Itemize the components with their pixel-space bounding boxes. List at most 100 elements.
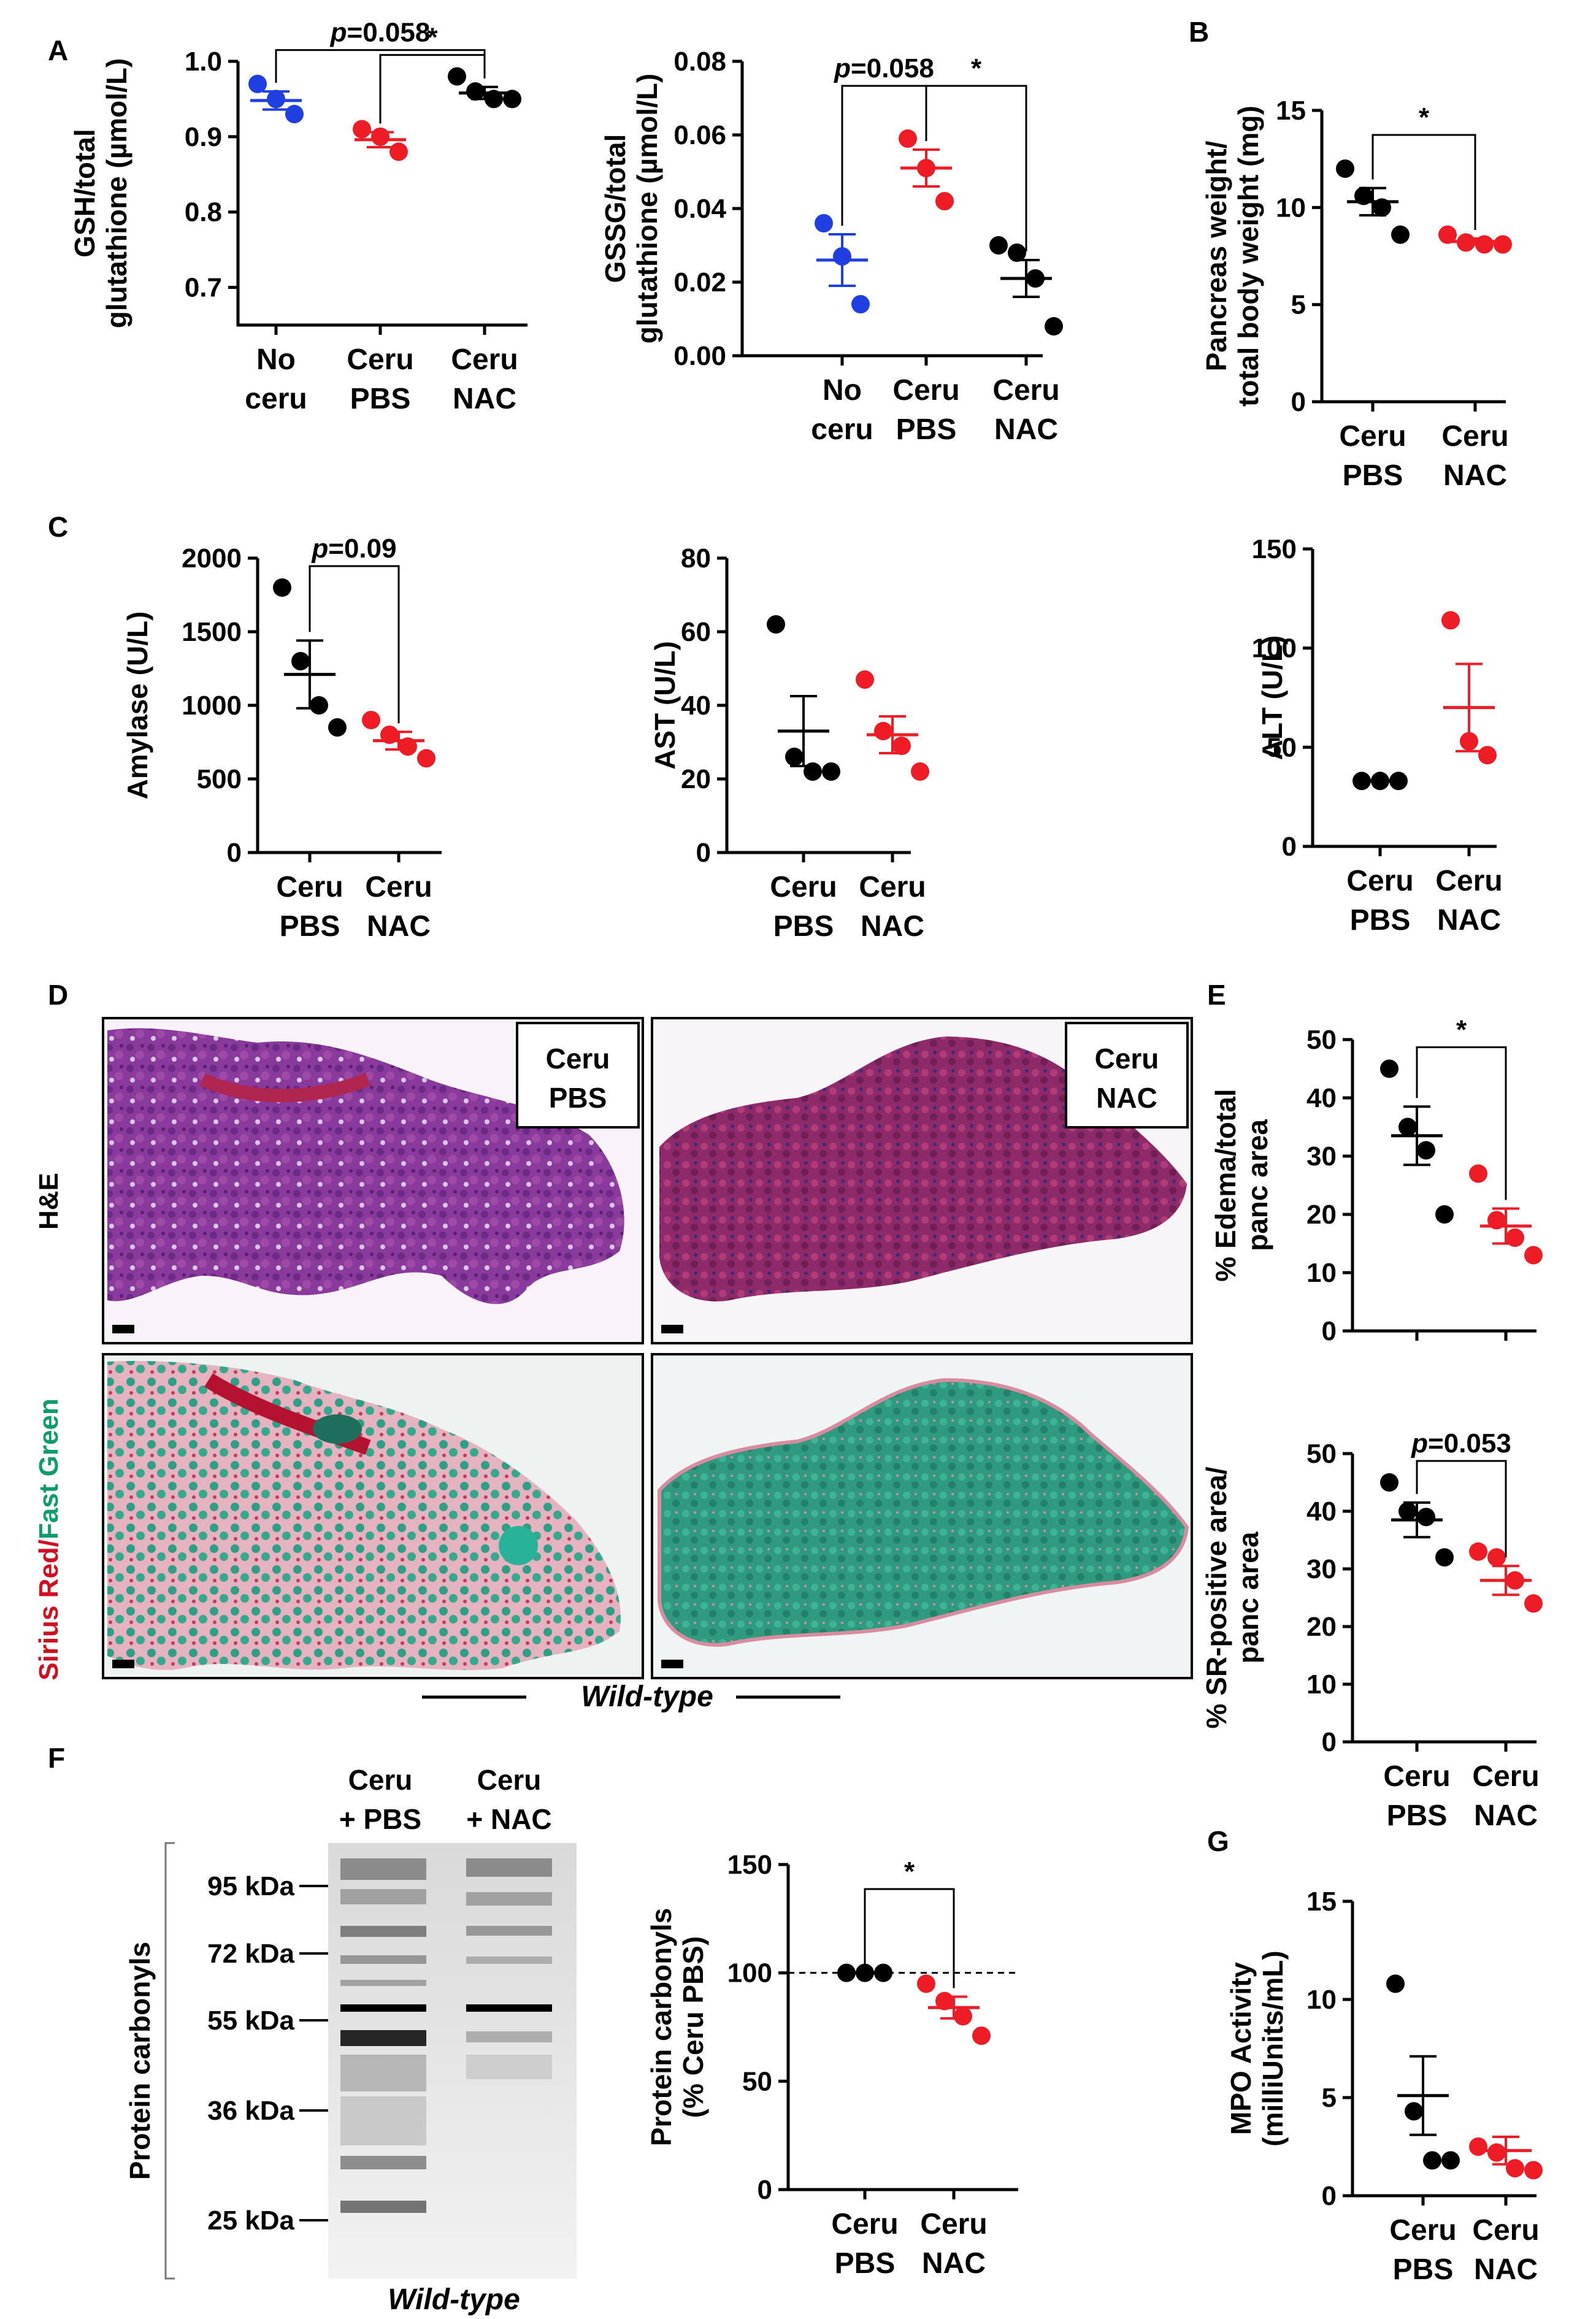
- y-tick-label: 0: [1322, 1727, 1337, 1757]
- row-label-sirius: Sirius Red/Fast Green: [34, 1398, 64, 1681]
- y-axis-label: % Edema/total: [1210, 1089, 1241, 1281]
- he-pbs-tag-line2: PBS: [549, 1082, 607, 1114]
- significance-bracket: [1416, 1046, 1507, 1200]
- y-tick-label: 30: [1306, 1554, 1337, 1584]
- y-tick-label: 20: [1306, 1612, 1337, 1642]
- blot-band: [466, 1892, 552, 1906]
- he-pbs-scalebar: [112, 1325, 134, 1333]
- significance-label-value: =0.058: [347, 18, 431, 48]
- sr-pbs-scalebar: [112, 1660, 134, 1668]
- x-tick-label: PBS: [1393, 2253, 1454, 2286]
- sr-pbs-tissue: [107, 1361, 621, 1670]
- significance-bracket: [1416, 1460, 1507, 1558]
- y-tick-label: 0.02: [673, 267, 726, 297]
- y-tick-label: 80: [681, 543, 711, 573]
- data-point: [1469, 2137, 1487, 2156]
- data-point: [1398, 1117, 1417, 1137]
- significance-label-value: =0.09: [328, 534, 396, 564]
- x-tick-label: NAC: [861, 910, 924, 943]
- blot-lane-pbs-line2: + PBS: [339, 1803, 421, 1835]
- data-point: [1469, 1542, 1487, 1561]
- significance-label-p: p: [834, 53, 851, 83]
- y-axis-label: glutathione (µmol/L): [631, 74, 663, 343]
- data-point: [1506, 2159, 1524, 2178]
- blot-band-60kda: [340, 2030, 426, 2046]
- y-tick-label: 0: [227, 838, 242, 868]
- row-label-fast-green: Fast Green: [34, 1398, 64, 1539]
- blot-band-72kda: [340, 2004, 426, 2012]
- data-point: [1435, 1205, 1454, 1224]
- y-tick-label: 10: [1276, 193, 1306, 223]
- significance-bracket: [841, 85, 927, 226]
- y-axis-label: glutathione (µmol/L): [101, 58, 132, 328]
- histology-caption: Wild-type: [581, 1681, 713, 1713]
- blot-band: [466, 1926, 552, 1936]
- data-point: [1008, 243, 1026, 262]
- x-tick-label: NAC: [1437, 904, 1501, 937]
- blot-band-40kda: [340, 2156, 426, 2169]
- y-tick-label: 40: [1306, 1497, 1337, 1527]
- chart-gsh: 0.7 0.8 0.9 1.0 GSH/total glutathione (µmol/L…: [69, 18, 528, 415]
- chart-protein-carbonyls: 0 50 100 150 Protein carbonyls (% Ceru PBS) Ce…: [645, 1850, 1018, 2280]
- y-axis-label: AST (U/L): [649, 641, 681, 770]
- y-tick-label: 0.9: [185, 122, 222, 152]
- y-tick-label: 40: [681, 691, 711, 721]
- x-tick-label: Ceru: [1389, 2214, 1456, 2247]
- blot-smear: [340, 2096, 426, 2145]
- y-axis-label: (milliUnits/mL): [1257, 1950, 1289, 2146]
- data-point: [1423, 2151, 1441, 2170]
- significance-label: p=0.058: [834, 53, 934, 83]
- y-tick-label: 40: [1306, 1083, 1337, 1113]
- sr-pbs-islet: [499, 1526, 538, 1565]
- blot-band: [340, 1858, 426, 1880]
- chart-mpo: 0 5 10 15 MPO Activity (milliUnits/mL) Ceru PBS…: [1225, 1887, 1543, 2286]
- data-point: [1386, 1974, 1405, 1993]
- x-tick-label: Ceru: [365, 871, 432, 903]
- data-point: [767, 615, 785, 634]
- x-tick-label: Ceru: [1435, 865, 1502, 897]
- significance-bracket: [309, 565, 400, 724]
- chart-edema: 0 10 20 30 40 50 % Edema/total panc area *: [1210, 1015, 1543, 1346]
- significance-label: *: [904, 1857, 915, 1887]
- data-point: [353, 120, 371, 139]
- blot-bracket: [164, 1842, 175, 2280]
- panel-label-E: E: [1207, 979, 1226, 1011]
- data-point: [1435, 1548, 1454, 1567]
- y-tick-label: 10: [1306, 1985, 1337, 2015]
- blot-lane-nac-line1: Ceru: [477, 1764, 542, 1796]
- x-tick-label: Ceru: [992, 374, 1059, 407]
- blot-band: [340, 1980, 426, 1986]
- he-nac-tag-line1: Ceru: [1095, 1043, 1159, 1075]
- x-tick-label: Ceru: [451, 343, 518, 376]
- data-point: [954, 2007, 972, 2026]
- x-tick-label: Ceru: [831, 2208, 898, 2240]
- significance-bracket: [925, 85, 1027, 251]
- significance-label-p: p: [311, 534, 328, 564]
- x-tick-label: NAC: [1474, 1800, 1538, 1832]
- y-tick-label: 0.7: [185, 273, 222, 303]
- x-tick-label: ceru: [245, 383, 307, 415]
- blot-smear: [340, 2055, 426, 2091]
- data-point: [1438, 225, 1457, 244]
- data-point: [1405, 2102, 1423, 2121]
- data-point: [389, 142, 408, 161]
- data-point: [822, 762, 840, 781]
- data-point: [911, 762, 929, 781]
- x-tick-label: Ceru: [920, 2208, 987, 2240]
- blot-smear: [466, 2055, 552, 2079]
- data-point: [362, 711, 380, 729]
- data-point: [1441, 2151, 1460, 2170]
- x-tick-label: NAC: [994, 413, 1058, 446]
- y-axis-label: MPO Activity: [1225, 1962, 1257, 2135]
- y-axis-label: panc area: [1241, 1119, 1273, 1251]
- data-point: [935, 192, 954, 210]
- significance-label-p: p: [330, 18, 347, 48]
- y-tick-label: 1000: [182, 691, 242, 721]
- data-point: [892, 737, 911, 755]
- blot-marker-36: 36 kDa: [207, 2096, 294, 2126]
- row-label-he: H&E: [34, 1173, 64, 1230]
- x-tick-label: Ceru: [276, 871, 343, 903]
- significance-label: *: [1419, 102, 1430, 132]
- blot-lane-nac-line2: + NAC: [466, 1803, 551, 1835]
- data-point: [1487, 2143, 1506, 2162]
